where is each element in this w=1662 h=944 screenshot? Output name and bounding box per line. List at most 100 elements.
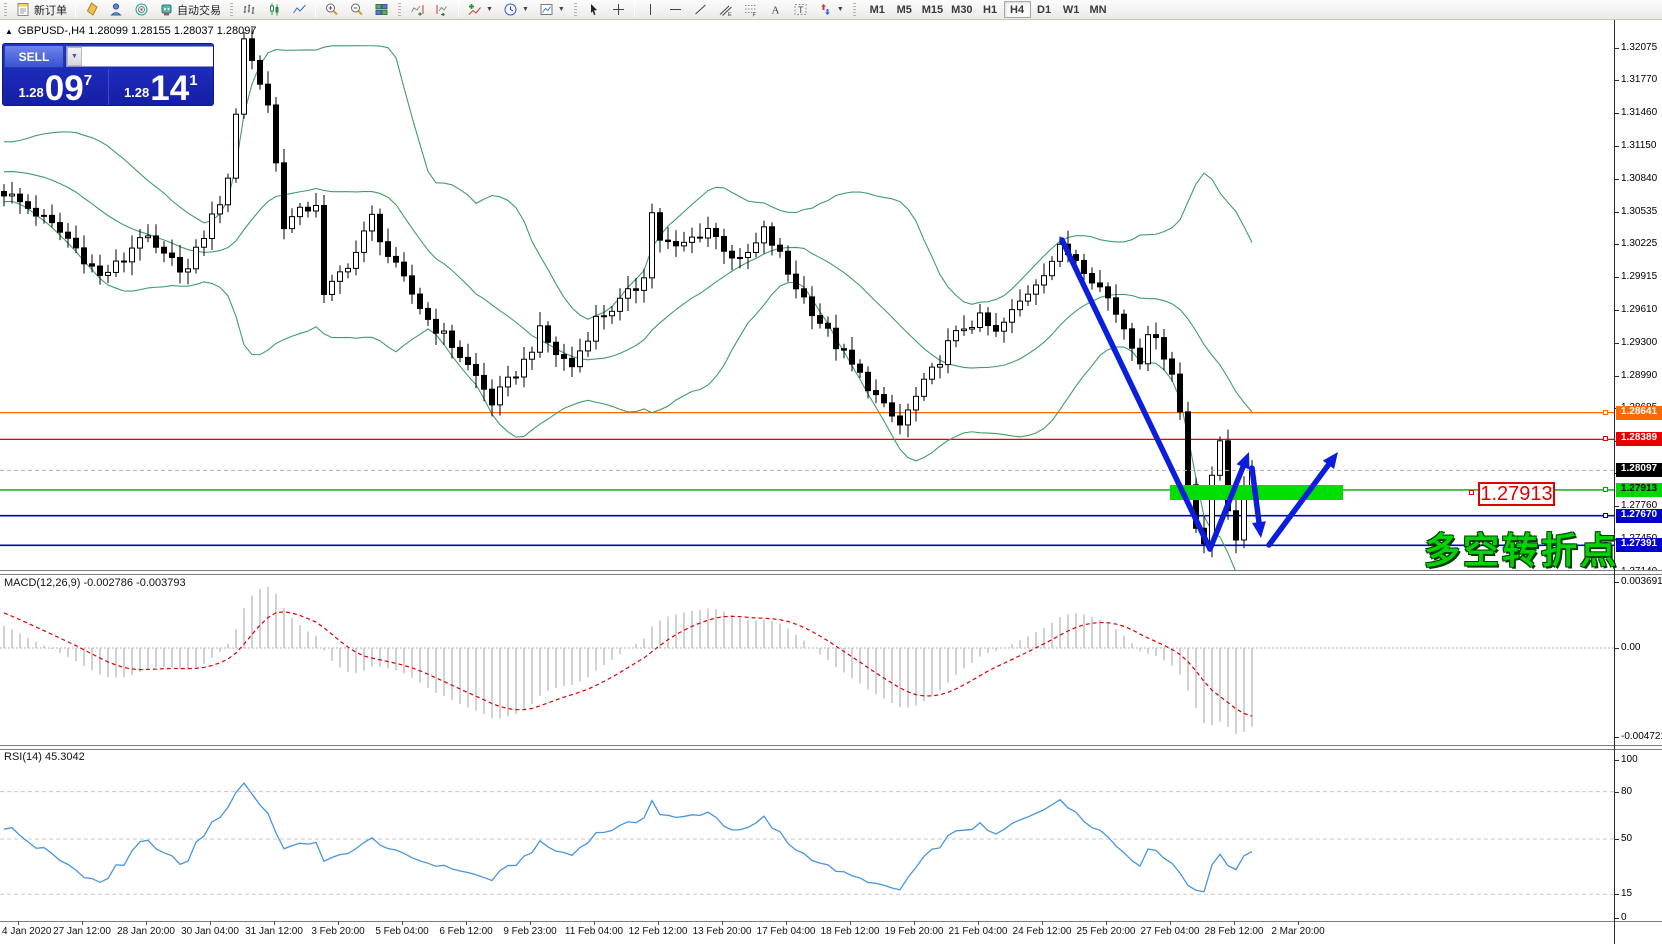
chart-shift-button[interactable] <box>430 1 455 19</box>
candlestick <box>561 354 567 359</box>
price-tag-1.27913[interactable]: 1.27913 <box>1616 482 1662 497</box>
candlestick <box>921 378 927 397</box>
signals-button[interactable] <box>129 1 154 19</box>
price-axis-tick <box>1615 80 1619 82</box>
price-tag-1.28389[interactable]: 1.28389 <box>1616 432 1662 447</box>
new-order-button[interactable]: 新订单 <box>11 1 72 19</box>
dropdown-arrow-icon: ▼ <box>557 6 565 13</box>
ask-price[interactable]: 1.28 14 1 <box>109 69 214 105</box>
bar-chart-button[interactable] <box>237 1 262 19</box>
text-button[interactable]: A <box>763 1 788 19</box>
candlestick <box>697 236 703 239</box>
current-price-tag[interactable]: 1.28097 <box>1616 463 1662 478</box>
line-chart-button[interactable] <box>287 1 312 19</box>
time-axis-label: 5 Feb 04:00 <box>375 926 429 937</box>
ask-price-main: 1.28 <box>123 85 150 100</box>
rsi-axis-tick <box>1615 791 1619 793</box>
indicators-button[interactable]: ▼ <box>462 1 498 19</box>
macd-panel-splitter[interactable] <box>0 570 1662 575</box>
symbol-collapse-icon[interactable]: ▲ <box>5 26 13 36</box>
timeframe-button-MN[interactable]: MN <box>1085 1 1112 18</box>
crosshair-button[interactable] <box>606 1 631 19</box>
candlestick <box>17 193 23 203</box>
candlestick <box>665 239 671 243</box>
templates-button[interactable]: ▼ <box>534 1 570 19</box>
trend-arrow-3[interactable] <box>1249 465 1263 531</box>
zoom-in-button[interactable] <box>319 1 344 19</box>
tile-windows-button[interactable] <box>369 1 394 19</box>
timeframe-button-M1[interactable]: M1 <box>864 1 891 18</box>
price-scale-border[interactable] <box>1614 20 1615 944</box>
candlestick <box>617 297 623 312</box>
candlestick <box>233 113 239 179</box>
candlestick <box>705 228 711 239</box>
candlestick <box>49 214 55 224</box>
metaeditor-button[interactable] <box>79 1 104 19</box>
arrows-button[interactable]: ▼ <box>813 1 849 19</box>
time-axis-tick <box>978 921 979 925</box>
vertical-line-icon <box>649 4 651 15</box>
time-axis-tick <box>1234 921 1235 925</box>
timeframe-button-M15[interactable]: M15 <box>918 1 947 18</box>
candlestick <box>1041 275 1047 286</box>
candlestick <box>1009 309 1015 323</box>
trend-arrow-2[interactable] <box>1207 458 1249 552</box>
trendline-button[interactable] <box>688 1 713 19</box>
cursor-button[interactable] <box>581 1 606 19</box>
time-axis-label: 19 Feb 20:00 <box>884 926 944 937</box>
rsi-axis-tick <box>1615 839 1619 840</box>
timeframe-button-M30[interactable]: M30 <box>947 1 976 18</box>
candlestick-chart-button[interactable] <box>262 1 287 19</box>
price-axis-tick <box>1615 113 1619 115</box>
svg-text:E: E <box>728 12 732 17</box>
price-axis-label: 1.29610 <box>1621 303 1658 315</box>
fibonacci-button[interactable]: F <box>738 1 763 19</box>
autotrading-label: 自动交易 <box>177 4 221 17</box>
timeframe-button-H1[interactable]: H1 <box>977 1 1004 18</box>
periods-button[interactable]: ▼ <box>498 1 534 19</box>
community-button[interactable] <box>104 1 129 19</box>
timeframe-button-M5[interactable]: M5 <box>891 1 918 18</box>
price-callout-label[interactable]: 1.27913 <box>1478 482 1555 506</box>
bid-price[interactable]: 1.28 09 7 <box>3 69 109 105</box>
price-tag-1.27670[interactable]: 1.27670 <box>1616 508 1662 523</box>
zoom-out-button[interactable] <box>344 1 369 19</box>
price-tag-1.28641[interactable]: 1.28641 <box>1616 405 1662 420</box>
candlestick <box>1057 243 1063 262</box>
time-axis-label: 27 Feb 04:00 <box>1140 926 1200 937</box>
timeframe-button-D1[interactable]: D1 <box>1031 1 1058 18</box>
level-line-handle <box>1603 436 1608 442</box>
bid-price-pipette: 7 <box>83 72 93 89</box>
sell-button[interactable]: SELL <box>4 45 64 68</box>
price-tag-1.27391[interactable]: 1.27391 <box>1616 538 1662 553</box>
price-callout-anchor-handle[interactable] <box>1469 490 1474 495</box>
timeframe-button-W1[interactable]: W1 <box>1058 1 1085 18</box>
volume-input[interactable] <box>82 47 213 66</box>
candlestick <box>385 241 391 257</box>
trend-arrow-4[interactable] <box>1266 457 1335 548</box>
main-toolbar: 新订单 自动交易 ▼ ▼ ▼ E F A T ▼ M1 M5 M15 M30 H1 H4 D… <box>0 0 1662 20</box>
time-axis-border <box>0 921 1662 922</box>
candlestick <box>41 214 47 217</box>
candlestick <box>1081 259 1087 274</box>
candlestick <box>585 340 591 352</box>
volume-decrease-button[interactable]: ▼ <box>67 47 82 66</box>
timeframe-button-H4[interactable]: H4 <box>1003 1 1031 18</box>
text-label-button[interactable]: T <box>788 1 813 19</box>
candlestick <box>1137 347 1143 365</box>
time-axis-tick <box>1106 921 1107 925</box>
vertical-line-button[interactable] <box>638 1 663 19</box>
autotrading-button[interactable]: 自动交易 <box>154 1 226 19</box>
trend-arrow-1[interactable] <box>1059 237 1213 552</box>
horizontal-line-button[interactable] <box>663 1 688 19</box>
turning-point-note[interactable]: 多空转折点 <box>1424 530 1620 571</box>
candlestick <box>57 222 63 233</box>
auto-scroll-button[interactable] <box>405 1 430 19</box>
candlestick <box>865 371 871 392</box>
equidistant-channel-button[interactable]: E <box>713 1 738 19</box>
symbol-info-line: ▲ GBPUSD-,H4 1.28099 1.28155 1.28037 1.2… <box>5 25 256 37</box>
rsi-panel-splitter[interactable] <box>0 745 1662 750</box>
time-axis-tick <box>146 921 147 925</box>
robot-icon <box>161 4 172 16</box>
